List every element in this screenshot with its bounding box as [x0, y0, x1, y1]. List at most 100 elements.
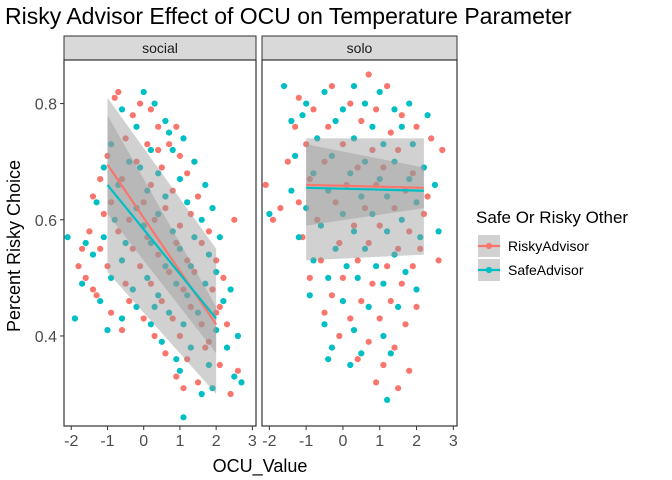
scatter-points: [64, 88, 245, 421]
data-point: [406, 228, 413, 235]
data-point: [391, 205, 398, 212]
data-point: [417, 245, 424, 252]
x-axis-title: OCU_Value: [213, 456, 308, 477]
data-point: [155, 123, 162, 130]
data-point: [140, 199, 147, 206]
data-point: [173, 123, 180, 130]
data-point: [151, 332, 158, 340]
data-point: [126, 158, 133, 165]
facet-strip: [261, 35, 458, 61]
data-point: [409, 263, 416, 270]
data-point: [213, 268, 220, 276]
data-point: [413, 199, 420, 206]
data-point: [166, 309, 173, 316]
legend-title: Safe Or Risky Other: [476, 208, 628, 227]
x-tick-label: -2: [64, 433, 78, 450]
data-point: [205, 361, 212, 369]
data-point: [321, 158, 328, 165]
data-point: [420, 164, 427, 171]
trend-line: [306, 186, 424, 192]
data-point: [398, 280, 405, 287]
data-point: [111, 94, 118, 101]
data-point: [100, 164, 107, 171]
data-point: [176, 176, 183, 183]
data-point: [384, 228, 391, 235]
data-point: [147, 181, 154, 188]
data-point: [361, 205, 369, 212]
data-point: [155, 170, 162, 177]
data-point: [126, 298, 133, 305]
data-point: [387, 129, 394, 136]
trend-line: [306, 183, 424, 189]
data-point: [266, 210, 273, 218]
data-point: [133, 303, 140, 310]
data-point: [144, 187, 151, 194]
data-point: [111, 216, 118, 223]
data-point: [162, 193, 169, 200]
facet-panel-solo: solo -2 -1 0 1 2 3: [261, 35, 458, 450]
data-point: [361, 245, 369, 252]
data-point: [347, 170, 354, 177]
data-point: [227, 286, 234, 293]
data-point: [82, 239, 89, 247]
data-point: [238, 379, 245, 386]
facet-panels: social -2 -1 0 1 2 3 0.4 0.6 0.8 solo -2 -1 0 1 2 3: [35, 35, 458, 450]
data-point: [191, 234, 198, 241]
data-point: [303, 100, 310, 107]
data-point: [202, 344, 209, 351]
data-point: [350, 222, 358, 229]
data-point: [180, 414, 187, 421]
data-point: [194, 379, 202, 386]
data-point: [380, 141, 387, 148]
data-point: [395, 146, 402, 154]
data-point: [173, 280, 180, 287]
data-point: [122, 280, 129, 287]
data-point: [187, 210, 194, 218]
data-point: [391, 251, 398, 258]
data-point: [97, 298, 104, 305]
data-point: [89, 193, 97, 200]
data-point: [191, 158, 198, 165]
y-tick-label: 0.8: [35, 97, 57, 114]
data-point: [82, 274, 89, 281]
legend-key-point: [485, 266, 493, 274]
data-point: [354, 164, 361, 171]
data-point: [395, 303, 402, 310]
data-point: [376, 315, 383, 322]
data-point: [365, 338, 372, 345]
data-point: [89, 286, 97, 293]
data-point: [376, 222, 383, 229]
data-point: [347, 361, 354, 369]
data-point: [173, 356, 180, 363]
data-point: [140, 315, 147, 322]
data-point: [133, 158, 140, 165]
data-point: [358, 193, 365, 200]
x-tick-label: 0: [338, 433, 347, 450]
data-point: [166, 268, 173, 276]
data-point: [220, 298, 227, 305]
data-point: [176, 152, 183, 159]
data-point: [402, 268, 409, 276]
data-point: [162, 350, 169, 357]
x-axis: -2 -1 0 1 2 3: [262, 426, 458, 450]
legend-item: RiskyAdvisor: [478, 235, 589, 257]
data-point: [339, 274, 346, 281]
data-point: [191, 268, 198, 276]
scatter-points: [262, 71, 446, 403]
data-point: [332, 117, 339, 125]
data-point: [147, 146, 154, 154]
data-point: [93, 292, 100, 299]
data-point: [365, 239, 372, 247]
data-point: [428, 135, 435, 142]
data-point: [328, 344, 335, 351]
x-tick-label: 2: [212, 433, 221, 450]
data-point: [406, 367, 413, 374]
data-point: [409, 141, 416, 148]
data-point: [373, 379, 380, 386]
data-point: [176, 222, 183, 229]
data-point: [140, 88, 147, 96]
data-point: [137, 263, 144, 270]
data-point: [328, 83, 335, 90]
data-point: [284, 158, 291, 165]
data-point: [162, 263, 169, 270]
